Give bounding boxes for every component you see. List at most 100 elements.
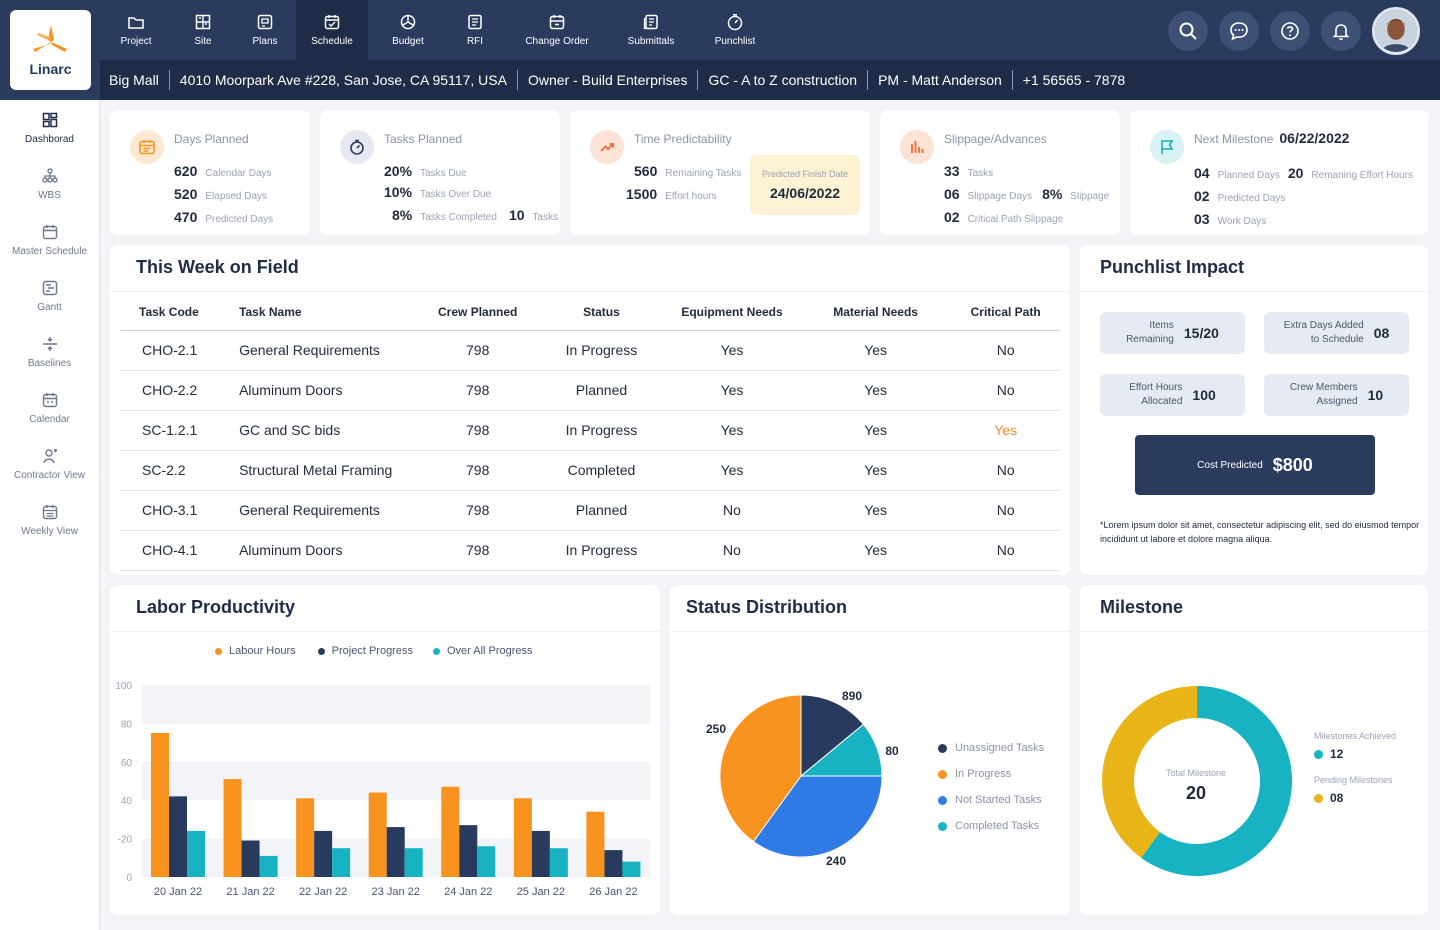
bar-over-all-progress[interactable] [477,846,496,877]
bar-labour-hours[interactable] [296,798,315,877]
table-row[interactable]: CHO-4.1 Aluminum Doors 798 In Progress No Yes… [120,530,1060,571]
nav-item-change-order[interactable]: Change Order [502,0,612,60]
bar-over-all-progress[interactable] [622,861,641,877]
help-button[interactable] [1270,11,1310,51]
table-row[interactable]: SC-1.2.1 GC and SC bids 798 In Progress Yes Y… [120,410,1060,451]
table-cell: Yes [799,410,952,451]
nav-item-schedule[interactable]: Schedule [296,0,368,60]
column-header[interactable]: Task Name [239,300,417,331]
nav-label: RFI [466,36,484,47]
bar-project-progress[interactable] [169,796,187,877]
kpi-row: 620 Calendar Days [174,163,272,179]
donut-segment-milestones-achieved[interactable] [1141,686,1292,876]
table-row[interactable]: CHO-2.2 Aluminum Doors 798 Planned Yes Yes No [120,370,1060,411]
punchlist-note: *Lorem ipsum dolor sit amet, consectetur… [1100,520,1420,544]
table-cell: 798 [416,450,539,491]
sidebar-item-contractor-view[interactable]: Contractor View [0,436,99,492]
sidebar-item-gantt[interactable]: Gantt [0,268,99,324]
sidebar-item-baselines[interactable]: Baselines [0,324,99,380]
kpi-row: 20% Tasks Due [384,163,467,179]
bar-labour-hours[interactable] [151,733,169,877]
gantt-icon [42,280,57,296]
column-header[interactable]: Task Code [120,300,240,331]
column-header[interactable]: Material Needs [799,300,952,331]
labor-bar-chart: 100 80 60 40 -20 0 20 Jan 22 21 Jan 22 22 Jan 22… [115,681,650,898]
kpi-row: 04 Planned Days 20 Remaning Effort Hours [1194,165,1413,181]
donut-segment-pending-milestones[interactable] [1102,686,1197,858]
bar-over-all-progress[interactable] [259,855,278,877]
x-tick-label: 22 Jan 22 [299,886,347,898]
bar-labour-hours[interactable] [223,779,242,877]
y-tick-label: 0 [126,873,132,884]
bar-project-progress[interactable] [604,850,623,877]
table-cell: Yes [799,450,952,491]
column-header[interactable]: Status [538,300,665,331]
bar-project-progress[interactable] [531,830,550,877]
bar-project-progress[interactable] [459,825,478,877]
effort-hours-pill: Effort Hours Allocated 100 [1100,374,1245,416]
pie-slice-in-progress[interactable] [719,694,802,843]
nav-item-submittals[interactable]: Submittals [612,0,690,60]
table-row[interactable]: SC-2.2 Structural Metal Framing 798 Complet… [120,450,1060,491]
table-row[interactable]: CHO-3.1 General Requirements 798 Planned No Y… [120,490,1060,531]
nav-item-rfi[interactable]: RFI [448,0,502,60]
status-pie-chart: 890 80 240 250 [706,689,899,868]
nav-item-budget[interactable]: Budget [368,0,448,60]
sidebar-item-weekly-view[interactable]: Weekly View [0,492,99,548]
budget-icon [400,14,416,30]
table-row[interactable]: CHO-2.1 General Requirements 798 In Progres… [120,330,1060,371]
sidebar-item-wbs[interactable]: WBS [0,156,99,212]
cost-predicted-button[interactable]: Cost Predicted $800 [1135,435,1375,495]
bar-project-progress[interactable] [241,840,260,877]
plans-icon [257,14,273,30]
table-cell: No [951,490,1060,531]
nav-item-site[interactable]: Site [172,0,234,60]
change-order-icon [549,15,565,30]
nav-label: Budget [392,36,424,47]
table-cell: 798 [416,490,539,531]
bar-over-all-progress[interactable] [404,848,423,877]
divider [867,70,869,90]
bar-labour-hours[interactable] [441,786,460,877]
pie-slice-completed-tasks[interactable] [752,775,883,858]
user-avatar[interactable] [1372,7,1420,55]
notifications-button[interactable] [1321,11,1361,51]
pie-slice-unassigned-tasks[interactable] [800,694,865,778]
nav-item-project[interactable]: Project [100,0,172,60]
sidebar-item-dashborad[interactable]: Dashborad [0,100,99,156]
bar-over-all-progress[interactable] [187,830,205,877]
search-icon [1179,22,1197,40]
bar-labour-hours[interactable] [368,792,387,877]
divider [670,631,1070,632]
y-tick-label: 100 [115,681,132,692]
column-header[interactable]: Crew Planned [416,300,539,331]
table-cell: Yes [799,330,952,371]
sidebar-item-calendar[interactable]: Calendar [0,380,99,436]
search-button[interactable] [1168,11,1208,51]
sidebar-item-label: Weekly View [21,526,78,537]
rfi-icon [468,14,482,30]
bar-project-progress[interactable] [314,830,333,877]
bar-labour-hours[interactable] [513,798,532,877]
bar-over-all-progress[interactable] [549,848,568,877]
calendar-kpi-icon [130,130,164,164]
column-header[interactable]: Critical Path [951,300,1060,331]
x-tick-label: 20 Jan 22 [154,886,202,898]
table-cell: Aluminum Doors [239,370,417,411]
bar-over-all-progress[interactable] [332,848,351,877]
linarc-logo[interactable]: Linarc [10,10,91,90]
nav-item-punchlist[interactable]: Punchlist [690,0,780,60]
y-tick-label: 40 [121,796,133,807]
chat-button[interactable] [1219,11,1259,51]
column-header[interactable]: Equipment Needs [664,300,800,331]
cost-label: Cost Predicted [1197,459,1263,471]
bar-project-progress[interactable] [386,827,405,877]
nav-item-plans[interactable]: Plans [234,0,296,60]
sidebar-item-master-schedule[interactable]: Master Schedule [0,212,99,268]
bar-labour-hours[interactable] [586,811,605,877]
y-tick-label: 60 [121,758,133,769]
stopwatch-icon [340,130,374,164]
dashboard-icon [42,112,57,128]
divider [110,291,1070,292]
milestone-legend: Milestones Achieved 12 Pending Milestone… [1314,731,1396,805]
